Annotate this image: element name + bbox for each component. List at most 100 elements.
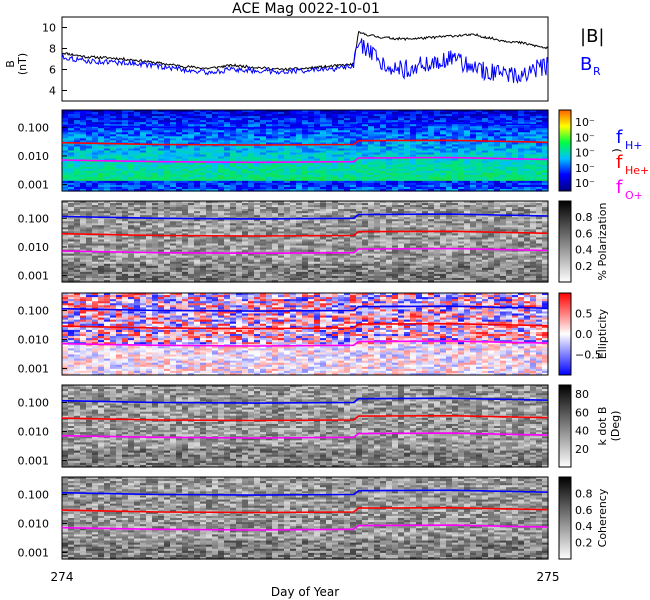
heat-cell xyxy=(116,243,123,247)
heat-cell xyxy=(266,253,273,257)
heat-cell xyxy=(398,120,405,123)
heat-cell xyxy=(92,130,99,133)
heat-cell xyxy=(80,186,87,190)
heat-cell xyxy=(188,142,195,146)
heat-cell xyxy=(140,237,147,241)
heat-cell xyxy=(332,140,339,144)
heat-cell xyxy=(362,126,369,129)
heat-cell xyxy=(218,180,225,184)
heat-cell xyxy=(248,142,255,146)
heat-cell xyxy=(92,213,99,216)
heat-cell xyxy=(146,146,153,150)
heat-cell xyxy=(278,227,285,230)
heat-cell xyxy=(212,261,219,265)
heat-cell xyxy=(200,211,207,214)
heat-cell xyxy=(446,182,453,186)
heat-cell xyxy=(74,257,81,261)
heat-cell xyxy=(296,118,303,121)
heat-cell xyxy=(398,184,405,188)
heat-cell xyxy=(506,178,513,182)
heat-cell xyxy=(152,186,159,190)
heat-cell xyxy=(500,112,507,115)
heat-cell xyxy=(452,128,459,131)
heat-cell xyxy=(92,259,99,263)
heat-cell xyxy=(278,186,285,190)
heat-cell xyxy=(284,166,291,170)
heat-cell xyxy=(452,124,459,127)
heat-cell xyxy=(62,267,69,271)
heat-cell xyxy=(404,110,411,113)
heat-cell xyxy=(380,146,387,150)
heat-cell xyxy=(194,275,201,279)
heat-cell xyxy=(350,184,357,188)
heat-cell xyxy=(218,186,225,190)
heat-cell xyxy=(158,279,165,283)
heat-cell xyxy=(266,273,273,277)
heat-cell xyxy=(314,112,321,115)
heat-cell xyxy=(494,170,501,174)
heat-cell xyxy=(206,215,213,218)
heat-cell xyxy=(338,130,345,133)
heat-cell xyxy=(116,219,123,222)
heat-cell xyxy=(74,182,81,186)
heat-cell xyxy=(206,188,213,192)
heat-cell xyxy=(500,126,507,129)
heat-cell xyxy=(296,231,303,235)
heat-cell xyxy=(80,178,87,182)
heat-cell xyxy=(284,215,291,218)
heat-cell xyxy=(368,120,375,123)
heat-cell xyxy=(230,259,237,263)
heat-cell xyxy=(260,152,267,156)
heat-cell xyxy=(254,265,261,269)
heat-cell xyxy=(122,261,129,265)
gyro-line-heplus xyxy=(61,139,549,146)
heat-cell xyxy=(68,213,75,216)
heat-cell xyxy=(410,124,417,127)
heat-cell xyxy=(524,182,531,186)
heat-cell xyxy=(242,146,249,150)
heat-cell xyxy=(200,186,207,190)
heat-cell xyxy=(200,201,207,204)
heat-cell xyxy=(260,142,267,146)
heat-cell xyxy=(398,182,405,186)
heat-cell xyxy=(218,150,225,154)
heat-cell xyxy=(506,130,513,133)
heat-cell xyxy=(170,128,177,131)
heat-cell xyxy=(104,207,111,210)
heat-cell xyxy=(164,164,171,168)
heat-cell xyxy=(308,132,315,135)
heat-cell xyxy=(290,154,297,158)
heat-cell xyxy=(542,168,549,172)
heat-cell xyxy=(536,114,543,117)
heat-cell xyxy=(158,178,165,182)
heat-cell xyxy=(374,136,381,139)
heat-cell xyxy=(284,237,291,241)
heat-cell xyxy=(236,267,243,271)
heat-cell xyxy=(392,162,399,166)
heat-cell xyxy=(86,162,93,166)
heat-cell xyxy=(236,215,243,218)
heat-cell xyxy=(506,142,513,146)
heat-cell xyxy=(458,152,465,156)
heat-cell xyxy=(326,166,333,170)
heat-cell xyxy=(188,271,195,275)
heat-cell xyxy=(122,114,129,117)
heat-cell xyxy=(296,112,303,115)
heat-cell xyxy=(158,148,165,152)
heat-cell xyxy=(98,245,105,249)
heat-cell xyxy=(206,168,213,172)
heat-cell xyxy=(500,186,507,190)
heat-cell xyxy=(176,184,183,188)
heat-cell xyxy=(122,130,129,133)
heat-cell xyxy=(392,188,399,192)
heat-cell xyxy=(500,168,507,172)
heat-cell xyxy=(398,110,405,113)
heat-cell xyxy=(74,275,81,279)
heat-cell xyxy=(128,205,135,208)
heat-cell xyxy=(260,237,267,241)
heat-cell xyxy=(476,134,483,137)
heat-cell xyxy=(116,128,123,131)
heat-cell xyxy=(182,275,189,279)
heat-cell xyxy=(164,184,171,188)
heat-cell xyxy=(398,132,405,135)
